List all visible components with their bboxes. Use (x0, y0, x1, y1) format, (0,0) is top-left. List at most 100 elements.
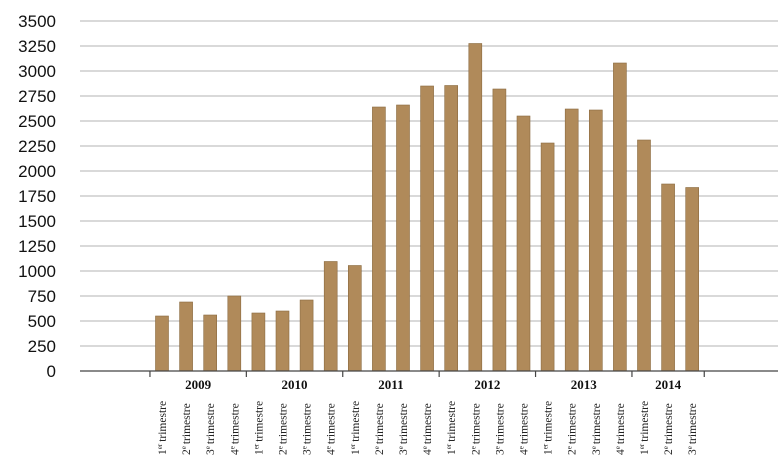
quarter-word: trimestre (519, 403, 531, 444)
quarter-ordinal-suffix: e (662, 446, 670, 449)
quarter-ordinal-suffix: e (590, 446, 598, 449)
quarter-word: trimestre (567, 403, 579, 444)
quarter-ordinal-suffix: e (277, 446, 285, 449)
quarter-label: 3e trimestre (397, 403, 410, 455)
year-label: 2010 (282, 377, 308, 392)
bars (155, 43, 700, 372)
quarter-word: trimestre (639, 401, 651, 442)
bar-2009-q3 (203, 314, 217, 372)
year-label: 2014 (655, 377, 682, 392)
bar-2012-q3 (492, 88, 507, 372)
quarter-label: 4e trimestre (325, 403, 338, 455)
quarter-ordinal-suffix: e (686, 446, 694, 449)
quarter-ordinal-suffix: er (156, 443, 164, 449)
y-tick-label: 3500 (18, 12, 56, 31)
quarter-ordinal-suffix: er (638, 443, 646, 449)
quarter-ordinal-suffix: e (204, 446, 212, 449)
y-tick-label: 2500 (18, 112, 56, 131)
bar-2013-q3 (588, 109, 603, 372)
quarter-number: 4 (519, 449, 531, 455)
bar-2011-q3 (396, 104, 410, 372)
year-labels: 2009 2010 2011 2012 2013 2014 (185, 377, 681, 392)
quarter-number: 2 (181, 449, 193, 455)
quarter-ordinal-suffix: e (518, 446, 526, 449)
bar-2009-q4 (227, 295, 242, 372)
y-tick-label: 250 (28, 337, 56, 356)
quarter-label: 3e trimestre (686, 403, 699, 455)
bar-2014-q1 (637, 139, 651, 372)
quarter-ordinal-suffix: e (180, 446, 188, 449)
quarter-number: 1 (543, 449, 555, 455)
quarter-word: trimestre (494, 403, 506, 444)
y-tick-label: 1750 (18, 187, 56, 206)
year-label: 2013 (571, 377, 598, 392)
quarter-ordinal-suffix: er (349, 443, 357, 449)
quarter-number: 3 (205, 449, 217, 455)
quarter-word: trimestre (157, 401, 169, 442)
quarter-number: 3 (302, 449, 314, 455)
quarter-label: 2e trimestre (277, 403, 290, 455)
bar-2012-q4 (516, 115, 531, 372)
quarter-number: 2 (470, 449, 482, 455)
quarter-word: trimestre (229, 403, 241, 444)
bar-2011-q4 (420, 85, 434, 372)
quarter-word: trimestre (687, 403, 699, 444)
quarter-label: 3e trimestre (493, 403, 506, 455)
quarter-label: 3e trimestre (590, 403, 603, 455)
bar-2012-q1 (444, 85, 459, 372)
quarter-ordinal-suffix: e (373, 446, 381, 449)
quarter-number: 4 (422, 449, 434, 455)
quarter-number: 1 (350, 449, 362, 455)
quarter-label: 1ertrimestre (542, 401, 555, 455)
y-tick-label: 500 (28, 312, 56, 331)
quarter-number: 4 (326, 449, 338, 455)
y-tick-label: 3250 (18, 37, 56, 56)
y-tick-label: 2000 (18, 162, 56, 181)
quarter-ordinal-suffix: e (493, 446, 501, 449)
quarter-word: trimestre (543, 401, 555, 442)
quarter-label: 2e trimestre (566, 403, 579, 455)
x-axis (80, 370, 778, 377)
quarter-label: 1ertrimestre (349, 401, 362, 455)
quarter-label: 1ertrimestre (445, 401, 458, 455)
quarter-ordinal-suffix: e (325, 446, 333, 449)
quarter-ordinal-suffix: e (421, 446, 429, 449)
y-tick-label: 1500 (18, 212, 56, 231)
quarter-number: 2 (374, 449, 386, 455)
quarter-label: 2e trimestre (469, 403, 482, 455)
quarter-word: trimestre (205, 403, 217, 444)
y-tick-label: 1000 (18, 262, 56, 281)
quarter-word: trimestre (663, 403, 675, 444)
quarter-label: 1ertrimestre (252, 401, 265, 455)
year-label: 2011 (378, 377, 403, 392)
quarter-number: 3 (591, 449, 603, 455)
quarter-word: trimestre (398, 403, 410, 444)
quarter-word: trimestre (326, 403, 338, 444)
quarter-number: 2 (663, 449, 675, 455)
quarter-label: 3e trimestre (204, 403, 217, 455)
bar-2009-q1 (155, 315, 169, 372)
quarter-word: trimestre (253, 401, 265, 442)
y-tick-label: 750 (28, 287, 56, 306)
quarter-ordinal-suffix: er (252, 443, 260, 449)
quarter-word: trimestre (446, 401, 458, 442)
year-label: 2009 (185, 377, 212, 392)
bar-2013-q4 (613, 62, 627, 372)
bar-2010-q1 (251, 312, 266, 372)
quarter-labels: 1ertrimestre2etrimestre3etrimestre4etrim… (156, 401, 699, 455)
quarter-word: trimestre (302, 403, 314, 444)
quarter-number: 4 (615, 449, 627, 455)
bar-2014-q2 (661, 183, 675, 372)
bar-2013-q2 (564, 108, 579, 372)
quarter-word: trimestre (181, 403, 193, 444)
bar-2011-q1 (347, 265, 362, 372)
quarter-ordinal-suffix: e (566, 446, 574, 449)
quarter-number: 1 (157, 449, 169, 455)
bar-2013-q1 (540, 142, 555, 372)
quarter-label: 2e trimestre (373, 403, 386, 455)
bar-2014-q3 (685, 187, 700, 372)
quarter-ordinal-suffix: er (445, 443, 453, 449)
bar-2009-q2 (179, 301, 193, 372)
